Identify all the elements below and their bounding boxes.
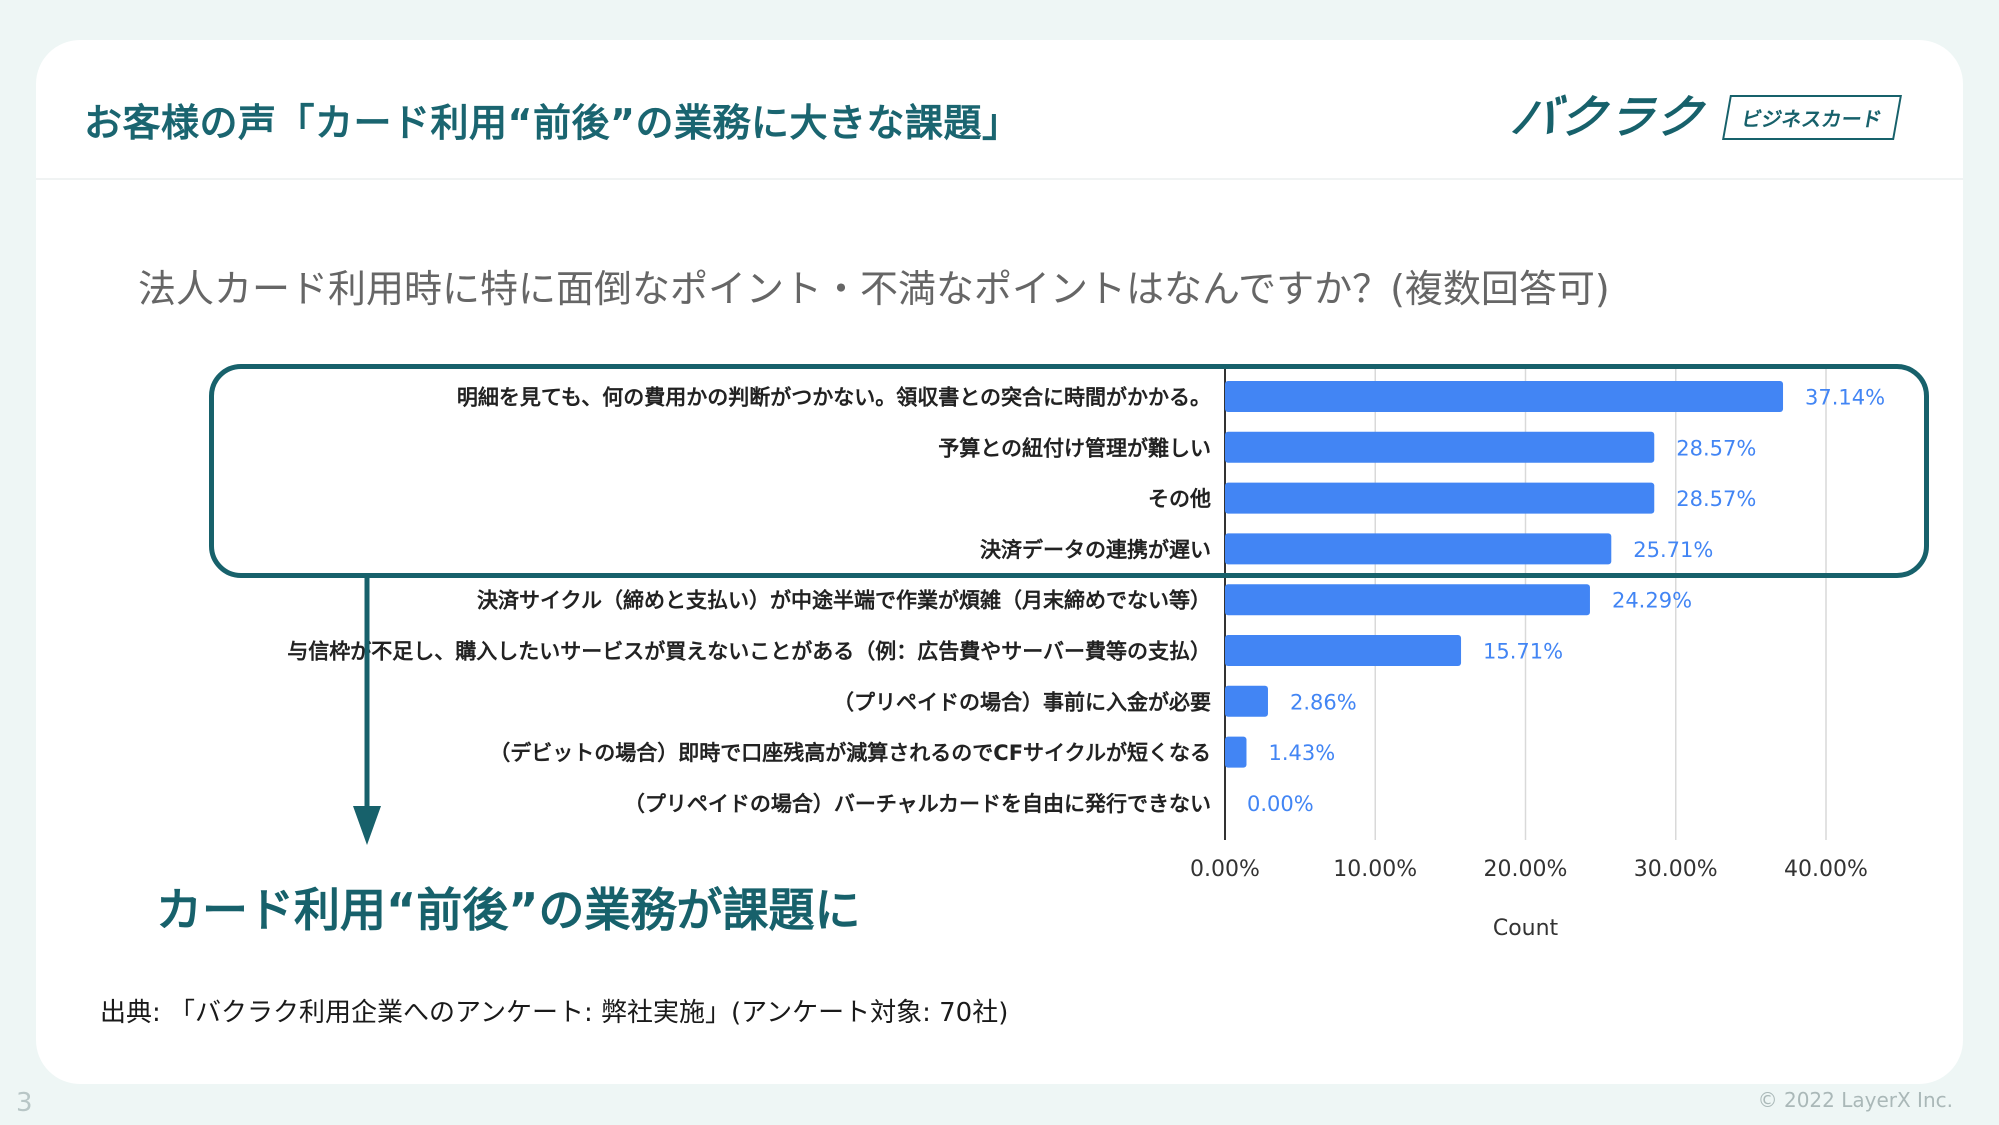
category-label: 決済サイクル（締めと支払い）が中途半端で作業が煩雑（月末締めでない等） [477, 589, 1211, 613]
category-label: 予算との紐付け管理が難しい [938, 436, 1211, 460]
conclusion-text: カード利用“前後”の業務が課題に [156, 883, 861, 937]
x-tick-label: 0.00% [1190, 857, 1260, 882]
bar [1225, 635, 1462, 666]
slide-card [36, 40, 1963, 1084]
copyright: © 2022 LayerX Inc. [1757, 1088, 1953, 1112]
value-label: 1.43% [1268, 741, 1335, 765]
bar [1225, 736, 1247, 768]
value-label: 2.86% [1290, 690, 1357, 714]
x-axis-title: Count [1493, 916, 1559, 941]
category-label: 与信枠が不足し、購入したいサービスが買えないことがある（例：広告費やサーバー費等… [287, 640, 1211, 664]
page-title: お客様の声「カード利用“前後”の業務に大きな課題」 [84, 101, 1021, 145]
bar [1225, 584, 1590, 616]
bar [1225, 381, 1784, 412]
bar [1225, 482, 1655, 514]
value-label: 28.57% [1676, 487, 1756, 511]
survey-question: 法人カード利用時に特に面倒なポイント・不満なポイントはなんですか？(複数回答可) [138, 267, 1610, 311]
category-label: （デビットの場合）即時で口座残高が減算されるのでCFサイクルが短くなる [489, 741, 1211, 765]
category-label: 明細を見ても、何の費用かの判断がつかない。領収書との突合に時間がかかる。 [457, 386, 1211, 410]
value-label: 15.71% [1483, 640, 1563, 664]
bar [1225, 533, 1612, 565]
category-label: （プリペイドの場合）事前に入金が必要 [833, 690, 1211, 714]
category-label: その他 [1148, 487, 1211, 511]
category-label: （プリペイドの場合）バーチャルカードを自由に発行できない [624, 792, 1211, 816]
header-divider [36, 178, 1963, 180]
source-citation: 出典: 「バクラク利用企業へのアンケート: 弊社実施」(アンケート対象: 70社… [100, 998, 1009, 1028]
value-label: 37.14% [1805, 386, 1885, 410]
bar [1225, 431, 1655, 463]
value-label: 28.57% [1676, 436, 1756, 460]
category-label: 決済データの連携が遅い [980, 538, 1211, 562]
arrow-head [353, 806, 381, 845]
x-tick-label: 10.00% [1333, 857, 1417, 882]
x-tick-label: 40.00% [1784, 857, 1868, 882]
value-label: 0.00% [1247, 792, 1314, 816]
value-label: 24.29% [1612, 589, 1692, 613]
bar [1225, 685, 1268, 717]
page-number: 3 [16, 1088, 33, 1118]
value-label: 25.71% [1633, 538, 1713, 562]
x-tick-label: 30.00% [1634, 857, 1718, 882]
x-tick-label: 20.00% [1484, 857, 1568, 882]
highlight-box [209, 364, 1929, 578]
